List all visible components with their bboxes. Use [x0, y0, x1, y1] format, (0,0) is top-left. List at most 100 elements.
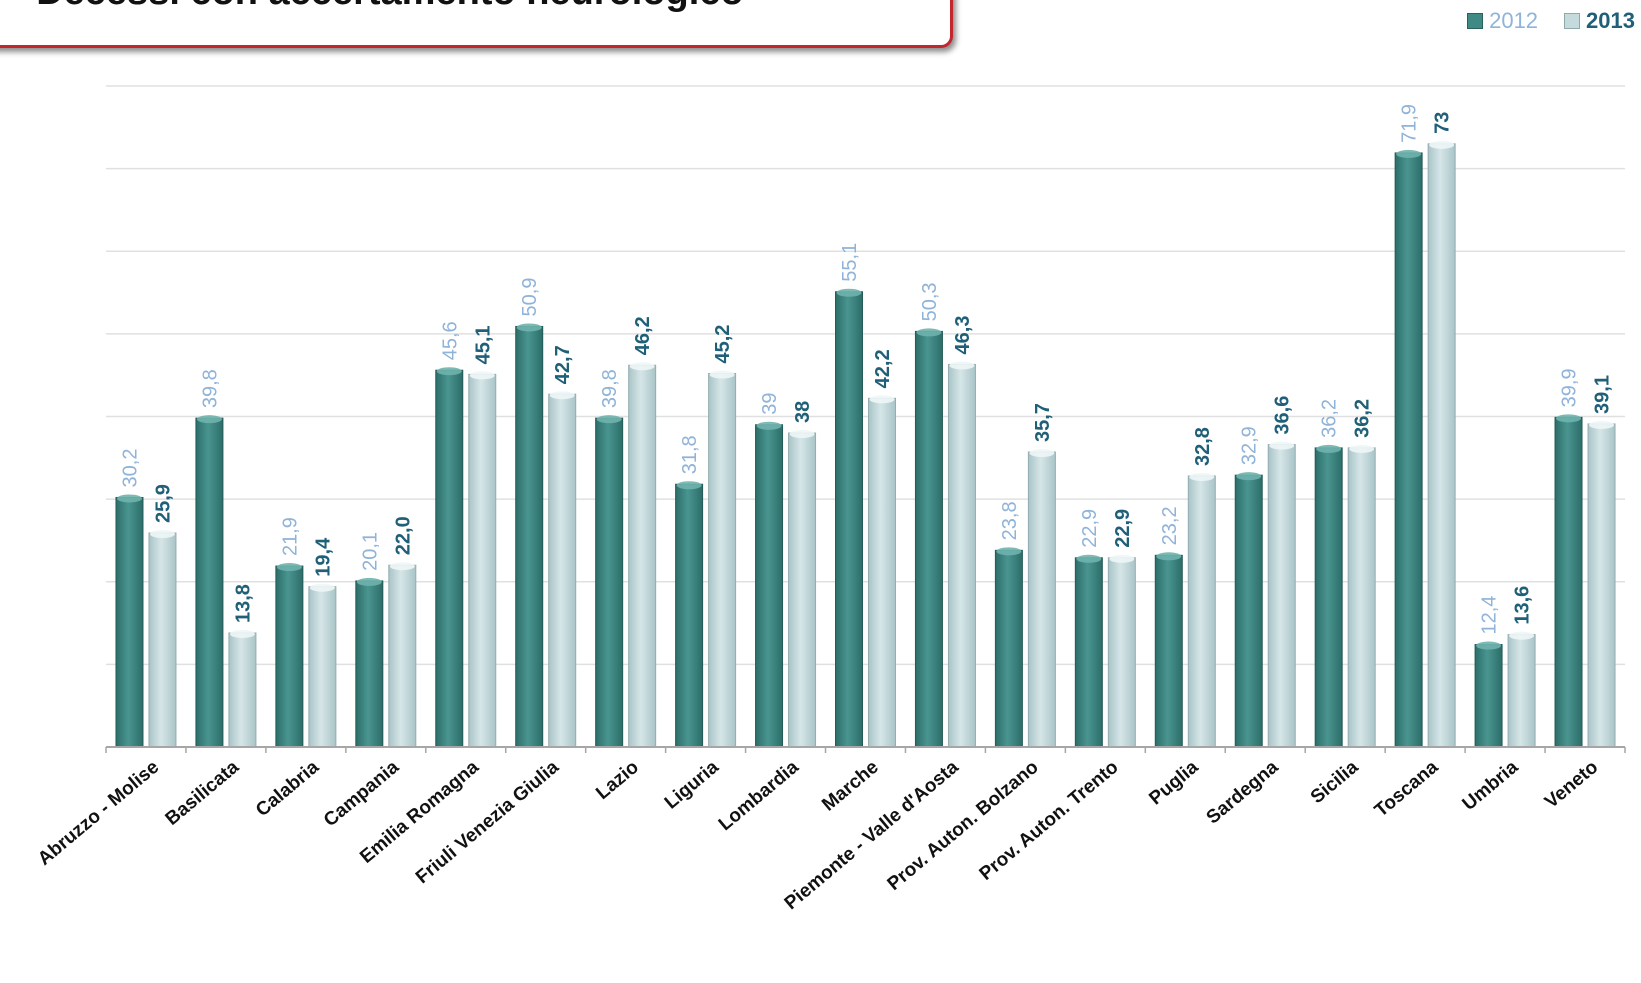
data-label-2013: 22,9 — [1112, 509, 1134, 548]
data-label-2013: 25,9 — [152, 484, 174, 523]
data-label-2013: 22,0 — [392, 516, 414, 555]
bar-cap-2012 — [836, 288, 862, 297]
x-axis — [105, 746, 1626, 753]
data-label-2013: 39,1 — [1592, 375, 1614, 414]
data-label-2013: 42,7 — [552, 345, 574, 384]
legend-label-2013: 2013 — [1586, 8, 1635, 33]
x-tick-label: Puglia — [1145, 756, 1203, 809]
bar-2013 — [788, 432, 817, 748]
x-tick-label: Prov. Auton. Trento — [976, 757, 1123, 885]
bar-2013 — [1187, 475, 1216, 748]
bar-2013 — [1507, 634, 1536, 748]
x-tick-label: Lazio — [592, 757, 643, 804]
bar-2013 — [1347, 447, 1376, 748]
chart-title: - Decessi con accertamento neurologico — [13, 0, 744, 11]
bar-cap-2012 — [436, 367, 462, 376]
data-label-2013: 32,8 — [1192, 427, 1214, 466]
data-label-2012: 39,8 — [599, 369, 621, 408]
bar-2012 — [755, 424, 784, 748]
bar-cap-2012 — [1476, 641, 1502, 650]
bar-cap-2012 — [996, 547, 1022, 556]
data-label-2013: 19,4 — [312, 537, 334, 577]
data-label-2013: 36,6 — [1272, 396, 1294, 435]
bar-cap-2013 — [1109, 554, 1135, 563]
bar-cap-2013 — [1509, 631, 1535, 640]
bar-2012 — [195, 417, 224, 748]
bar-2012 — [435, 369, 464, 748]
bar-2012 — [1234, 474, 1263, 748]
bar-2013 — [228, 632, 257, 748]
data-label-2012: 36,2 — [1319, 399, 1341, 438]
bar-cap-2013 — [1189, 472, 1215, 481]
bar-2013 — [708, 373, 737, 748]
x-tick-label: Marche — [818, 757, 882, 816]
bar-cap-2013 — [1589, 420, 1615, 429]
bar-cap-2012 — [596, 415, 622, 424]
data-label-2012: 55,1 — [839, 243, 861, 282]
data-label-2012: 20,1 — [359, 532, 381, 571]
legend-label-2012: 2012 — [1489, 8, 1539, 33]
bar-cap-2012 — [116, 494, 142, 503]
bar-cap-2013 — [229, 629, 255, 638]
data-label-2013: 46,2 — [632, 316, 654, 355]
bar-2012 — [835, 291, 863, 748]
x-tick-label: Toscana — [1371, 756, 1443, 821]
data-label-2012: 39,8 — [199, 369, 221, 408]
x-tick-label: Campania — [320, 756, 403, 831]
bar-cap-2013 — [709, 370, 735, 379]
x-tick-label: Sicilia — [1307, 756, 1363, 808]
x-tick-label: Friuli Venezia Giulia — [412, 756, 563, 888]
data-label-2013: 13,8 — [232, 584, 254, 623]
data-label-2012: 31,8 — [679, 435, 701, 474]
bar-2013 — [548, 393, 577, 748]
bar-2013 — [468, 373, 497, 748]
x-tick-label: Abruzzo - Molise — [34, 757, 163, 870]
bar-2012 — [1314, 447, 1343, 748]
data-label-2013: 38 — [792, 401, 814, 423]
bar-2013 — [1587, 423, 1616, 748]
bar-2013 — [1027, 451, 1056, 748]
data-label-2012: 21,9 — [279, 517, 301, 556]
bar-2012 — [515, 325, 544, 748]
data-label-2012: 71,9 — [1399, 104, 1421, 143]
x-tick-label: Liguria — [661, 756, 723, 813]
data-label-2013: 36,2 — [1352, 399, 1374, 438]
bar-cap-2013 — [1349, 444, 1375, 453]
bar-2013 — [148, 532, 177, 748]
data-label-2013: 42,2 — [872, 349, 894, 388]
legend-swatch-2012 — [1467, 13, 1484, 29]
bar-2012 — [275, 565, 304, 748]
bar-2013 — [1107, 557, 1136, 748]
data-label-2013: 35,7 — [1032, 403, 1054, 442]
data-label-2013: 45,1 — [472, 325, 494, 364]
bar-cap-2013 — [1429, 140, 1455, 149]
bar-cap-2012 — [756, 421, 782, 430]
data-label-2013: 45,2 — [712, 325, 734, 364]
bar-cap-2012 — [516, 323, 542, 332]
bar-cap-2012 — [356, 577, 382, 586]
bar-cap-2012 — [1156, 552, 1182, 561]
bar-cap-2013 — [389, 562, 415, 571]
x-tick-label: Basilicata — [162, 756, 244, 829]
x-tick-label: Sardegna — [1203, 756, 1283, 828]
bar-cap-2013 — [949, 361, 975, 370]
bars — [115, 140, 1616, 748]
bar-cap-2013 — [789, 430, 815, 439]
bar-2012 — [914, 330, 943, 748]
bar-2013 — [947, 363, 976, 748]
data-label-2012: 32,9 — [1239, 426, 1261, 465]
bar-2013 — [628, 364, 657, 748]
bar-cap-2012 — [1316, 444, 1342, 453]
legend-swatch-2013 — [1564, 13, 1581, 29]
bar-cap-2013 — [549, 391, 575, 400]
data-label-2012: 50,9 — [519, 278, 541, 317]
data-label-2012: 45,6 — [439, 321, 461, 360]
bar-cap-2013 — [629, 362, 655, 371]
bar-cap-2013 — [869, 395, 895, 404]
bar-cap-2013 — [309, 583, 335, 592]
bar-2012 — [1154, 554, 1183, 748]
x-tick-label: Prov. Auton. Bolzano — [884, 757, 1043, 895]
bar-cap-2013 — [1269, 441, 1295, 450]
data-label-2013: 46,3 — [952, 316, 974, 355]
